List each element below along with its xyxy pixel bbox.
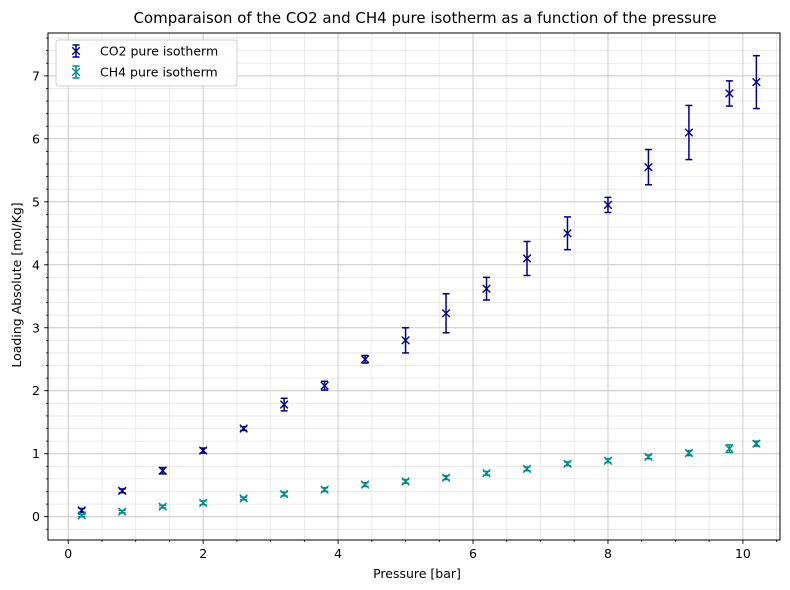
data-point (563, 216, 572, 251)
legend: CO2 pure isotherm CH4 pure isotherm (55, 39, 238, 87)
x-tick-label: 0 (64, 546, 72, 561)
y-tick-label: 5 (32, 194, 40, 209)
legend-label: CH4 pure isotherm (100, 65, 218, 80)
legend-entry: CO2 pure isotherm (71, 44, 218, 59)
y-tick-label: 7 (32, 68, 40, 83)
data-point (752, 54, 761, 110)
data-point (117, 486, 127, 496)
x-tick-label: 2 (199, 546, 207, 561)
data-series (77, 54, 761, 520)
data-point (198, 446, 208, 455)
data-point (360, 354, 370, 364)
data-point (77, 511, 87, 520)
x-tick-label: 8 (604, 546, 612, 561)
x-tick-label: 4 (334, 546, 342, 561)
x-tick-label: 6 (469, 546, 477, 561)
data-point (522, 240, 532, 277)
data-point (239, 424, 248, 433)
y-tick-label: 3 (32, 320, 40, 335)
y-axis-ticks: 0 1 2 3 4 5 6 7 (32, 37, 48, 530)
grid-lines (48, 33, 780, 540)
y-tick-label: 1 (32, 446, 40, 461)
data-point (684, 104, 694, 161)
data-point (644, 452, 653, 462)
data-point (603, 456, 613, 465)
y-tick-label: 6 (32, 131, 40, 146)
plot-frame (47, 32, 781, 541)
y-tick-label: 2 (32, 383, 40, 398)
data-point (603, 196, 613, 214)
x-axis-ticks: 0 2 4 6 8 10 (64, 540, 778, 561)
data-point (752, 439, 761, 448)
data-point (563, 459, 572, 469)
data-point (158, 502, 167, 511)
y-tick-label: 0 (32, 509, 40, 524)
legend-box (55, 39, 238, 87)
y-axis-label: Loading Absolute [mol/Kg] (9, 202, 24, 367)
legend-label: CO2 pure isotherm (100, 44, 218, 59)
data-point (644, 148, 653, 186)
data-point (198, 498, 208, 508)
data-point (725, 80, 734, 107)
series-co2 (77, 54, 761, 515)
legend-entry: CH4 pure isotherm (71, 65, 218, 80)
legend-marker (71, 44, 81, 58)
data-point (441, 473, 451, 482)
y-tick-label: 4 (32, 257, 40, 272)
x-axis-label: Pressure [bar] (373, 566, 461, 581)
data-point (684, 448, 694, 458)
data-point (239, 494, 248, 503)
chart-title: Comparaison of the CO2 and CH4 pure isot… (133, 9, 716, 27)
data-point (279, 489, 289, 499)
data-point (441, 292, 451, 334)
data-point (725, 444, 734, 454)
data-point (522, 464, 532, 474)
data-point (401, 327, 410, 354)
data-point (360, 480, 370, 489)
series-ch4 (77, 439, 761, 520)
data-point (320, 485, 329, 494)
data-point (482, 276, 491, 301)
data-point (320, 380, 329, 391)
data-point (401, 477, 410, 486)
data-point (158, 466, 167, 476)
data-point (279, 397, 289, 412)
data-point (117, 507, 127, 516)
x-tick-label: 10 (735, 546, 751, 561)
data-point (482, 468, 491, 478)
legend-marker (71, 65, 81, 79)
